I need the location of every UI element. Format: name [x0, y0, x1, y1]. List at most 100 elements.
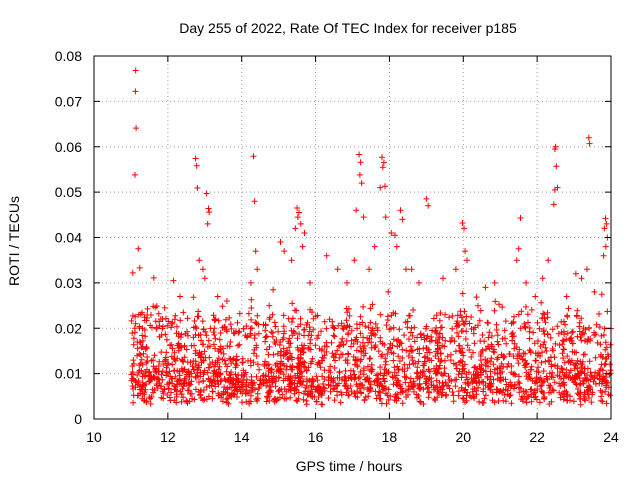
data-point	[460, 395, 467, 402]
data-point	[472, 324, 479, 331]
data-point	[142, 372, 149, 379]
data-point	[545, 357, 552, 364]
data-point	[162, 357, 168, 364]
data-point	[268, 366, 274, 373]
data-point	[287, 386, 294, 393]
data-point	[508, 400, 515, 407]
data-point	[351, 257, 358, 264]
data-point	[128, 371, 135, 378]
data-point	[310, 326, 317, 333]
data-point	[386, 326, 393, 333]
data-point	[417, 399, 424, 406]
data-point	[191, 342, 197, 349]
data-point	[250, 153, 257, 160]
data-point	[564, 312, 571, 319]
data-point	[390, 309, 397, 316]
data-point	[437, 310, 444, 316]
data-point	[190, 366, 197, 373]
data-point	[604, 308, 611, 315]
data-point	[545, 257, 552, 264]
chart-title: Day 255 of 2022, Rate Of TEC Index for r…	[179, 20, 517, 36]
data-point	[412, 360, 419, 367]
data-point	[453, 365, 460, 372]
data-point	[401, 368, 408, 375]
data-point	[139, 361, 146, 368]
data-point	[602, 243, 609, 250]
data-point	[297, 354, 304, 361]
data-point	[334, 266, 341, 273]
data-point	[464, 342, 471, 349]
data-point	[547, 334, 554, 341]
data-point	[307, 336, 314, 343]
data-point	[179, 367, 186, 374]
data-point	[455, 322, 461, 329]
data-point	[442, 392, 449, 399]
data-point	[263, 333, 270, 340]
data-point	[601, 225, 608, 232]
data-point	[569, 348, 576, 355]
data-point	[600, 332, 607, 338]
data-point	[162, 331, 169, 338]
data-point	[235, 379, 242, 386]
data-point	[209, 395, 216, 402]
data-point	[255, 330, 262, 337]
data-point	[283, 350, 290, 357]
data-point	[395, 395, 402, 402]
data-point	[379, 340, 386, 347]
data-point	[235, 342, 241, 349]
data-point	[346, 312, 353, 319]
data-point	[139, 337, 146, 344]
data-point	[331, 333, 338, 340]
data-point	[334, 374, 341, 381]
data-point	[457, 358, 464, 364]
data-point	[428, 378, 435, 385]
data-point	[365, 324, 372, 331]
data-point	[396, 358, 403, 364]
data-point	[578, 275, 585, 282]
data-point	[508, 331, 515, 338]
data-point	[563, 392, 570, 398]
data-point	[228, 360, 235, 367]
data-point	[455, 388, 462, 395]
data-point	[528, 398, 535, 405]
data-point	[278, 348, 285, 355]
data-point	[248, 388, 255, 395]
data-point	[607, 341, 614, 348]
data-point	[321, 318, 328, 325]
data-point	[521, 320, 528, 327]
data-point	[426, 349, 433, 356]
data-point	[477, 357, 484, 364]
data-point	[260, 372, 267, 379]
data-point	[288, 319, 295, 325]
data-point	[447, 351, 454, 358]
data-point	[263, 346, 270, 353]
data-point	[560, 318, 567, 325]
data-point	[555, 330, 562, 337]
data-point	[343, 317, 350, 324]
data-point	[534, 319, 541, 326]
data-point	[354, 388, 361, 395]
data-point	[336, 342, 343, 349]
data-point	[147, 395, 154, 402]
data-point	[496, 377, 503, 384]
data-point	[201, 348, 208, 355]
grid-layer	[94, 56, 611, 419]
data-point	[479, 399, 486, 406]
data-point	[523, 389, 530, 395]
data-point	[260, 379, 267, 386]
data-point	[266, 302, 273, 309]
data-point	[546, 385, 553, 391]
data-point	[493, 389, 500, 396]
data-point	[499, 368, 506, 375]
data-point	[133, 125, 140, 132]
data-point	[490, 348, 497, 355]
data-point	[141, 327, 148, 333]
data-point	[194, 367, 201, 374]
data-point	[338, 391, 345, 398]
data-point	[369, 327, 375, 334]
data-point	[155, 375, 162, 382]
data-point	[535, 350, 542, 357]
data-point	[396, 383, 403, 390]
data-point	[294, 205, 301, 211]
data-point	[269, 333, 276, 340]
